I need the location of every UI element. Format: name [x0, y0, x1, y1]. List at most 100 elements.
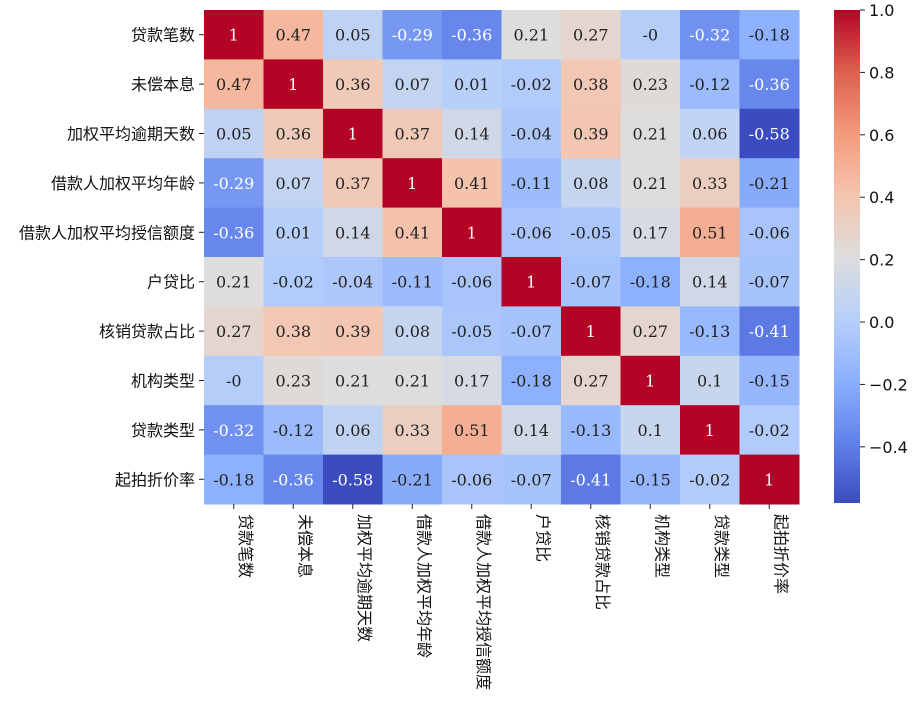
heatmap-cell-value: -0.02 — [273, 273, 314, 292]
heatmap-cell-value: -0.41 — [749, 322, 790, 341]
heatmap-cell-value: 0.08 — [394, 322, 430, 341]
heatmap-cell-value: 1 — [407, 174, 417, 193]
heatmap-cell-value: 0.47 — [216, 75, 252, 94]
heatmap-cell-value: 1 — [705, 421, 715, 440]
heatmap-cell-value: 0.36 — [335, 75, 371, 94]
heatmap-cell-value: 0.38 — [275, 322, 311, 341]
heatmap-cell-value: 0.1 — [638, 421, 663, 440]
heatmap-cell — [323, 158, 383, 209]
heatmap-cell — [561, 158, 621, 209]
heatmap-cell-value: 0.41 — [394, 223, 430, 242]
heatmap-cell-value: 1 — [764, 470, 774, 489]
heatmap-cell-value: 0.33 — [692, 174, 728, 193]
heatmap-cell-value: -0.36 — [213, 223, 254, 242]
heatmap-cell — [382, 405, 443, 456]
heatmap-cell-value: -0.04 — [332, 273, 373, 292]
x-tick-label: 贷款笔数 — [236, 514, 255, 578]
heatmap-cell — [739, 454, 800, 505]
heatmap-cell — [263, 207, 324, 258]
y-tick-label: 户贷比 — [147, 273, 195, 292]
heatmap-cell — [323, 405, 383, 456]
heatmap-cell — [739, 158, 800, 209]
heatmap-cell — [204, 355, 264, 406]
x-tick-label: 起拍折价率 — [771, 514, 790, 594]
heatmap-cell — [561, 405, 621, 456]
heatmap-cell — [204, 454, 264, 505]
heatmap-cell — [263, 405, 324, 456]
heatmap-cell-value: -0 — [226, 372, 242, 391]
heatmap-cell — [620, 454, 681, 505]
heatmap-cell — [442, 59, 502, 110]
heatmap-cell — [620, 59, 681, 110]
heatmap-cell — [680, 454, 740, 505]
heatmap-cell — [739, 108, 800, 159]
x-tick-label: 贷款类型 — [712, 514, 731, 578]
heatmap-cell-value: 1 — [229, 26, 239, 45]
heatmap-cell — [620, 306, 681, 357]
heatmap-cell-value: 0.07 — [394, 75, 430, 94]
heatmap-cell-value: -0.06 — [451, 273, 492, 292]
heatmap-cell-value: 0.21 — [632, 174, 668, 193]
heatmap-cell-value: 0.1 — [697, 372, 722, 391]
heatmap-cell — [204, 158, 264, 209]
y-tick-label: 贷款类型 — [131, 421, 195, 440]
heatmap-cell — [739, 207, 800, 258]
heatmap-cell — [263, 355, 324, 406]
colorbar-tick-label: 0.0 — [869, 313, 894, 332]
x-axis-tick-labels: 贷款笔数 未偿本息 加权平均逾期天数 借款人加权平均年龄 借款人加权平均授信额度 户贷比 核… — [233, 504, 790, 690]
heatmap-cell — [620, 10, 681, 60]
heatmap-cell-value: -0.13 — [689, 322, 730, 341]
heatmap-cell — [501, 10, 562, 60]
heatmap-cell-value: 0.17 — [632, 223, 668, 242]
heatmap-cell — [442, 158, 502, 209]
heatmap-cell-value: 0.37 — [335, 174, 371, 193]
y-tick-label: 核销贷款占比 — [99, 322, 195, 341]
heatmap-cell-value: 0.14 — [335, 223, 371, 242]
heatmap-cell — [442, 355, 502, 406]
colorbar-tick-label: 0.2 — [869, 251, 894, 270]
heatmap-cell-value: -0.12 — [689, 75, 730, 94]
heatmap-cell — [620, 355, 681, 406]
colorbar: 1.0 0.8 0.6 0.4 0.2 0.0 −0.2 −0.4 — [834, 1, 908, 503]
heatmap-cell — [263, 306, 324, 357]
heatmap-cell — [501, 257, 562, 307]
heatmap-cell-value: 0.51 — [454, 421, 490, 440]
heatmap-cell-value: 0.21 — [216, 273, 252, 292]
heatmap-cell-value: -0.13 — [570, 421, 611, 440]
heatmap-cell — [323, 306, 383, 357]
heatmap-cell-value: 1 — [348, 125, 358, 144]
heatmap-cell-value: 0.51 — [692, 223, 728, 242]
heatmap-cell — [620, 257, 681, 307]
heatmap-cell-value: -0.36 — [749, 75, 790, 94]
heatmap-cell — [263, 454, 324, 505]
heatmap-cell-value: 0.37 — [394, 125, 430, 144]
heatmap-cell-value: 0.06 — [692, 125, 728, 144]
heatmap-cell — [501, 454, 562, 505]
heatmap-cell-value: 0.23 — [632, 75, 668, 94]
heatmap-cell-value: 0.41 — [454, 174, 490, 193]
heatmap-cell — [442, 10, 502, 60]
heatmap-cell-value: -0.36 — [273, 470, 314, 489]
heatmap-cell-value: -0.36 — [451, 26, 492, 45]
heatmap-cell-value: 0.47 — [275, 26, 311, 45]
heatmap-cell — [263, 257, 324, 307]
heatmap-cell — [501, 405, 562, 456]
heatmap-cell-value: 1 — [526, 273, 536, 292]
x-tick-label: 借款人加权平均授信额度 — [474, 514, 493, 690]
heatmap-cell-value: -0.07 — [511, 470, 552, 489]
heatmap-cell — [501, 207, 562, 258]
colorbar-tick-label: 0.8 — [869, 63, 894, 82]
heatmap-cell — [442, 306, 502, 357]
heatmap-cell-value: -0.41 — [570, 470, 611, 489]
heatmap-cell-value: 0.27 — [216, 322, 252, 341]
heatmap-cell — [204, 257, 264, 307]
heatmap-cell — [204, 108, 264, 159]
colorbar-tick-label: 0.4 — [869, 188, 894, 207]
heatmap-cell-value: -0.29 — [213, 174, 254, 193]
heatmap-cell-value: 1 — [467, 223, 477, 242]
heatmap-cell — [680, 207, 740, 258]
heatmap-cell — [680, 405, 740, 456]
colorbar-ticks: 1.0 0.8 0.6 0.4 0.2 0.0 −0.2 −0.4 — [860, 1, 908, 457]
heatmap-cell-value: 0.27 — [573, 372, 609, 391]
